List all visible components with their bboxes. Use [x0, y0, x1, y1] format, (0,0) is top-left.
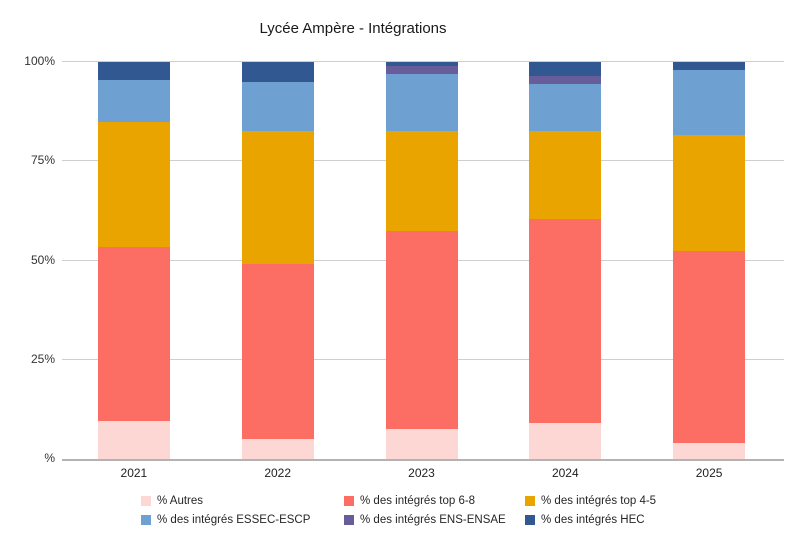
legend-item: % Autres	[141, 495, 344, 507]
x-axis-label-2025: 2025	[695, 466, 723, 480]
bar-segment-2021	[97, 121, 170, 247]
bar-segment-2025	[673, 69, 746, 136]
bar-segment-2022	[241, 81, 314, 132]
x-axis-label-2023: 2023	[408, 466, 435, 480]
x-axis-line	[62, 459, 784, 461]
bar-segment-2025	[673, 135, 746, 251]
legend-item: % des intégrés HEC	[525, 514, 656, 526]
x-axis-label-2021: 2021	[120, 466, 148, 480]
bar-segment-2024	[529, 423, 602, 459]
bar-segment-2024	[529, 75, 602, 84]
bar-segment-2021	[97, 79, 170, 122]
legend-swatch	[525, 496, 535, 506]
bar-segment-2024	[529, 218, 602, 424]
bar-segment-2024	[529, 83, 602, 132]
bar-segment-2024	[529, 131, 602, 219]
legend-item: % des intégrés ESSEC-ESCP	[141, 514, 344, 526]
legend-label: % Autres	[157, 495, 204, 507]
bar-segment-2025	[673, 443, 746, 459]
legend-item: % des intégrés ENS-ENSAE	[344, 514, 525, 526]
bar-segment-2021	[97, 421, 170, 459]
legend-label: % des intégrés top 6-8	[360, 495, 476, 507]
bar-segment-2022	[241, 62, 314, 82]
legend-label: % des intégrés ESSEC-ESCP	[157, 514, 311, 526]
legend-swatch	[141, 515, 151, 525]
bar-segment-2025	[673, 250, 746, 444]
legend-swatch	[344, 496, 354, 506]
legend-label: % des intégrés HEC	[541, 514, 645, 526]
legend-swatch	[344, 515, 354, 525]
y-axis-tick-label-25: 25%	[30, 351, 55, 366]
legend-item: % des intégrés top 4-5	[525, 495, 656, 507]
y-axis-tick-label-100: 100%	[24, 54, 55, 68]
x-axis-label-2022: 2022	[264, 466, 292, 480]
bar-segment-2022	[241, 439, 314, 459]
bar-segment-2023	[385, 62, 458, 66]
bar-segment-2022	[241, 264, 314, 440]
legend-swatch	[141, 496, 151, 506]
legend-swatch	[525, 515, 535, 525]
bar-segment-2021	[97, 62, 170, 80]
legend-item: % des intégrés top 6-8	[344, 495, 525, 507]
bar-segment-2023	[385, 65, 458, 74]
x-axis-label-2024: 2024	[551, 466, 579, 480]
bar-segment-2023	[385, 429, 458, 459]
y-axis-tick-label-75: 75%	[30, 153, 55, 168]
bar-segment-2025	[673, 62, 746, 70]
bar-segment-2022	[241, 131, 314, 265]
bar-segment-2023	[385, 230, 458, 430]
chart-title: Lycée Ampère - Intégrations	[259, 20, 447, 37]
y-axis-tick-label-50: 50%	[30, 252, 55, 267]
bar-segment-2023	[385, 131, 458, 231]
y-axis-tick-label-0: %	[44, 451, 55, 465]
legend: % Autres % des intégrés top 6-8 % des inté…	[141, 495, 656, 526]
gridline-100	[62, 61, 784, 62]
legend-label: % des intégrés top 4-5	[541, 495, 657, 507]
bar-segment-2024	[529, 62, 602, 76]
bar-segment-2023	[385, 73, 458, 132]
legend-label: % des intégrés ENS-ENSAE	[360, 514, 506, 526]
bar-segment-2021	[97, 246, 170, 422]
